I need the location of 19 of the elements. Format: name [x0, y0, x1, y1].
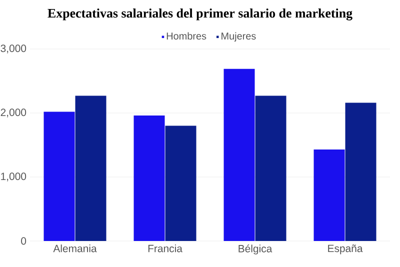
bar — [75, 96, 106, 241]
bar — [165, 126, 196, 241]
bar — [345, 102, 376, 241]
x-tick-label: Francia — [148, 244, 182, 252]
bar — [314, 149, 345, 241]
x-tick-label: España — [328, 244, 363, 254]
bar — [134, 116, 165, 241]
legend-label: Hombres — [166, 32, 206, 40]
chart-title: Expectativas salariales del primer salario de marketing — [48, 8, 352, 20]
bar — [224, 68, 255, 241]
x-tick-label: Alemania — [53, 244, 97, 252]
legend-label: Mujeres — [222, 32, 256, 42]
x-tick-label: Bélgica — [238, 244, 272, 254]
y-tick-label: 1,000 — [1, 172, 26, 182]
y-tick-label: 3,000 — [0, 44, 26, 54]
bar — [255, 96, 286, 241]
y-tick-label: 0 — [21, 237, 26, 245]
bar — [44, 112, 75, 241]
y-tick-label: 2,000 — [0, 108, 26, 118]
